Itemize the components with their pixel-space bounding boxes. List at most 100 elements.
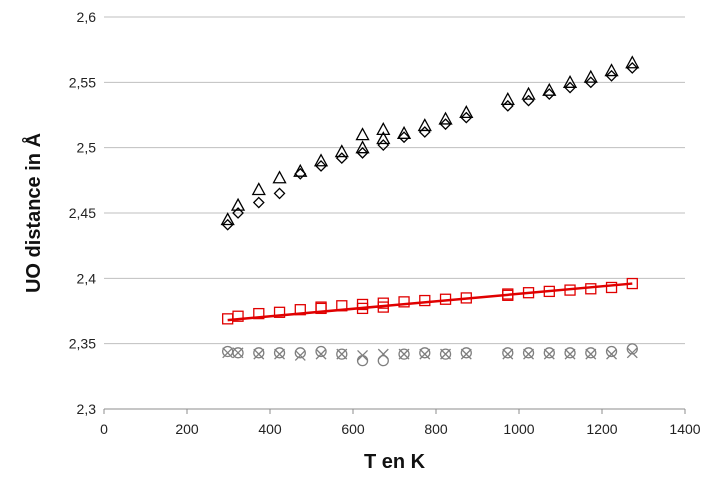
circle-point — [377, 355, 389, 367]
circle-point — [419, 347, 431, 359]
gridlines — [104, 16, 685, 345]
cross-point — [232, 347, 244, 359]
triangle-point — [500, 91, 515, 105]
cross-stroke — [222, 347, 234, 359]
triangle-point — [334, 144, 349, 158]
circle-point — [294, 347, 306, 359]
circle-point — [253, 347, 265, 359]
x-tick-label: 600 — [341, 421, 365, 437]
triangle-point — [459, 105, 474, 119]
cross-point — [543, 348, 555, 360]
cross-point — [274, 348, 286, 360]
cross-point — [564, 348, 576, 360]
square-point — [564, 284, 576, 296]
square-point — [377, 297, 389, 309]
cross-point — [253, 348, 265, 360]
diamond-point — [232, 207, 244, 219]
cross-point — [460, 348, 472, 360]
diamond-point — [564, 81, 576, 94]
y-tick-label: 2,5 — [77, 140, 97, 156]
circle-point — [273, 347, 286, 359]
square-point — [315, 301, 327, 313]
diamond-point — [605, 69, 618, 82]
triangle-point — [313, 153, 329, 167]
triangle-point — [251, 182, 266, 196]
diamond-point — [273, 187, 286, 200]
cross-stroke — [440, 348, 452, 360]
diamond-point — [501, 99, 514, 112]
x-axis-title: T en K — [364, 451, 426, 473]
triangle-point — [604, 63, 619, 77]
cross-point — [357, 349, 369, 361]
cross-point — [523, 348, 535, 360]
circle-point — [502, 347, 514, 359]
triangle-point — [230, 197, 246, 211]
square-point — [232, 310, 244, 322]
square-point — [522, 287, 535, 299]
circle-point — [564, 347, 576, 359]
cross-point — [398, 348, 410, 360]
cross-stroke — [315, 348, 327, 360]
triangle-point — [542, 82, 557, 96]
triangle-point — [625, 55, 640, 69]
diamond-point — [252, 196, 265, 209]
diamond-point — [315, 160, 327, 172]
cross-point — [222, 347, 234, 359]
square-point — [336, 300, 348, 312]
circle-point — [522, 347, 535, 359]
square-point — [398, 296, 410, 308]
diamond-point — [626, 62, 639, 74]
y-tick-label: 2,4 — [77, 270, 97, 286]
diamond-point — [584, 76, 597, 89]
x-tick-label: 1200 — [586, 421, 617, 437]
cross-stroke — [253, 348, 265, 360]
triangle-point — [220, 212, 235, 226]
square-point — [502, 288, 514, 300]
triangle-point — [583, 69, 598, 83]
cross-stroke — [543, 348, 555, 360]
cross-stroke — [294, 349, 306, 361]
square-point — [253, 307, 265, 320]
x-tick-label: 200 — [175, 421, 199, 437]
diamond-point — [221, 218, 234, 231]
cross-stroke — [626, 347, 638, 359]
cross-stroke — [523, 348, 535, 360]
cross-stroke — [357, 349, 369, 361]
triangle-point — [396, 125, 412, 139]
x-tick-label: 0 — [100, 421, 108, 437]
y-tick-label: 2,6 — [77, 9, 97, 25]
axes — [103, 408, 686, 414]
cross-point — [315, 348, 327, 360]
square-point — [543, 285, 555, 298]
triangle-point — [417, 118, 432, 132]
triangle-point — [293, 163, 308, 177]
cross-point — [502, 348, 514, 360]
circle-point — [439, 348, 452, 360]
x-tick-label: 400 — [258, 421, 282, 437]
triangle-point — [438, 111, 453, 125]
diamond-point — [543, 88, 556, 101]
diamond-point — [335, 152, 348, 165]
triangle-point — [376, 122, 391, 136]
cross-point — [585, 348, 597, 360]
square-point — [356, 298, 369, 311]
circle-point — [356, 355, 369, 367]
square-point — [585, 283, 597, 295]
circle-point — [460, 347, 472, 359]
square-point — [605, 281, 618, 294]
cross-stroke — [606, 348, 618, 360]
y-tick-label: 2,35 — [69, 336, 96, 352]
triangle-point — [355, 127, 370, 141]
square-point — [273, 306, 286, 318]
square-point — [626, 277, 638, 290]
cross-stroke — [336, 348, 348, 360]
circle-point — [222, 345, 234, 358]
circle-point — [626, 343, 638, 355]
diamond-point — [460, 111, 473, 124]
circle-point — [232, 347, 244, 359]
diamond-point — [294, 167, 307, 180]
cross-stroke — [419, 348, 431, 360]
circle-point — [543, 347, 555, 359]
cross-point — [419, 348, 431, 360]
